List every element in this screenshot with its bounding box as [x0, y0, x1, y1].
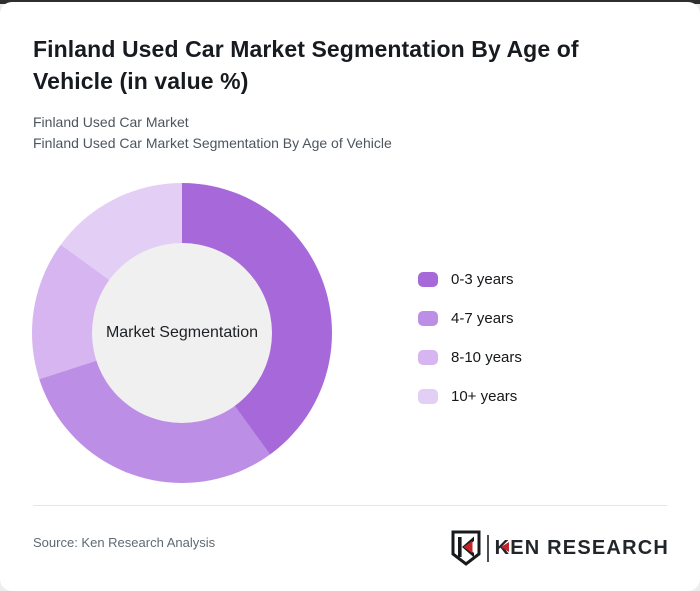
donut-center: Market Segmentation — [92, 243, 272, 423]
legend-item: 4-7 years — [418, 311, 522, 326]
footer-divider — [33, 505, 667, 506]
subtitle-line-1: Finland Used Car Market — [33, 114, 189, 130]
logo-wordmark-wrap: KEN RESEARCH — [495, 537, 669, 560]
donut-chart: Market Segmentation — [32, 183, 332, 483]
legend-item: 8-10 years — [418, 350, 522, 365]
legend-label: 8-10 years — [451, 349, 522, 366]
legend-swatch — [418, 389, 438, 404]
chart-subtitles: Finland Used Car Market Finland Used Car… — [33, 112, 392, 154]
donut-center-label: Market Segmentation — [105, 324, 259, 341]
legend-label: 10+ years — [451, 388, 518, 405]
ken-research-shield-icon — [451, 530, 481, 566]
logo-wordmark: KEN RESEARCH — [494, 536, 669, 559]
ken-research-logo: KEN RESEARCH — [451, 529, 669, 567]
logo-k-red-triangle-icon — [501, 541, 510, 552]
legend-swatch — [418, 272, 438, 287]
legend-swatch — [418, 350, 438, 365]
legend-swatch — [418, 311, 438, 326]
source-note: Source: Ken Research Analysis — [33, 535, 216, 550]
subtitle-line-2: Finland Used Car Market Segmentation By … — [33, 135, 392, 151]
legend-item: 0-3 years — [418, 272, 522, 287]
legend-label: 0-3 years — [451, 271, 514, 288]
chart-title: Finland Used Car Market Segmentation By … — [33, 36, 579, 94]
legend-item: 10+ years — [418, 389, 522, 404]
legend-label: 4-7 years — [451, 310, 514, 327]
logo-divider — [486, 534, 489, 562]
legend: 0-3 years 4-7 years 8-10 years 10+ years — [418, 272, 522, 404]
